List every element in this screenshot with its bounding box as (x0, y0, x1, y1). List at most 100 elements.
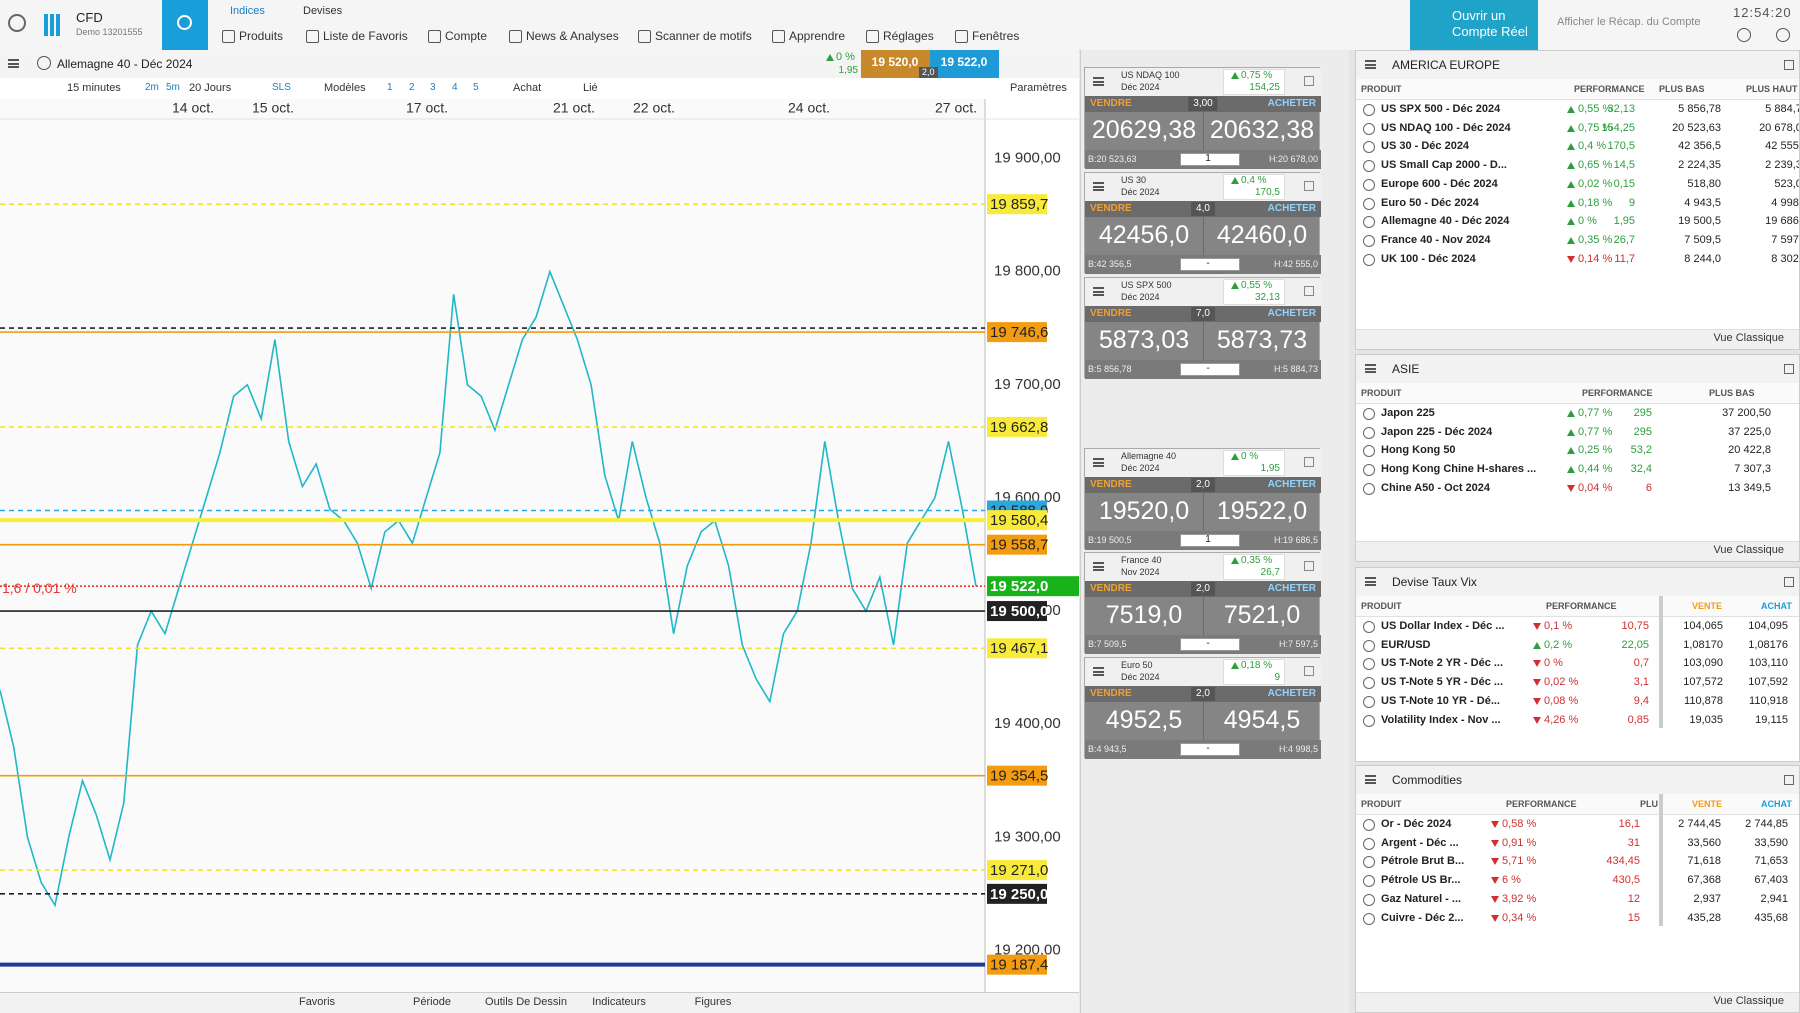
product-name[interactable]: EUR/USD (1381, 638, 1431, 651)
panel-footer-label[interactable]: Vue Classique (1713, 332, 1784, 344)
menu-icon[interactable] (1093, 287, 1104, 296)
quote-close[interactable] (1304, 286, 1314, 296)
info-icon[interactable] (1363, 658, 1375, 671)
chart-instrument[interactable]: Allemagne 40 - Déc 2024 (57, 57, 193, 71)
bottom-toolbar-item[interactable]: Période (413, 996, 451, 1008)
quantity-box[interactable]: 1 (1180, 534, 1240, 547)
tab[interactable]: Devises (303, 5, 343, 17)
panel-close[interactable] (1784, 775, 1794, 785)
quote-close[interactable] (1304, 561, 1314, 571)
open-account-button[interactable]: Ouvrir un Compte Réel (1410, 0, 1538, 50)
info-icon[interactable] (1363, 122, 1375, 135)
product-name[interactable]: Pétrole Brut B... (1381, 855, 1465, 868)
column-header[interactable]: PRODUIT (1361, 388, 1402, 398)
quote-buy[interactable]: 20632,38 (1209, 116, 1315, 144)
chart-toolbar-item[interactable]: 3 (430, 82, 436, 93)
product-name[interactable]: US T-Note 10 YR - Dé... (1381, 694, 1500, 707)
quote-buy[interactable]: 42460,0 (1216, 221, 1308, 249)
chart-toolbar-item[interactable]: Achat (513, 82, 542, 94)
column-header[interactable]: PRODUIT (1361, 84, 1402, 94)
info-icon[interactable] (1737, 28, 1751, 42)
panel-title[interactable]: AMERICA EUROPE (1392, 58, 1501, 72)
product-name[interactable]: Europe 600 - Déc 2024 (1381, 177, 1498, 190)
menu-icon[interactable] (1365, 577, 1376, 586)
info-icon[interactable] (1363, 253, 1375, 266)
menu-icon[interactable] (1093, 458, 1104, 467)
quantity-box[interactable]: 1 (1180, 153, 1240, 166)
info-icon[interactable] (1363, 893, 1375, 906)
add-tab[interactable] (371, 2, 381, 12)
quote-sell[interactable]: 5873,03 (1098, 326, 1190, 354)
menu-icon[interactable] (8, 59, 19, 68)
chart-toolbar-item[interactable]: 5 (473, 82, 479, 93)
info-icon[interactable] (1363, 482, 1375, 495)
quote-close[interactable] (1304, 457, 1314, 467)
column-header[interactable]: PERFORMANCE (1506, 799, 1577, 809)
chart-toolbar-item[interactable]: 20 Jours (189, 82, 232, 94)
power-icon[interactable] (1776, 28, 1790, 42)
menu-item[interactable]: Fenêtres (972, 29, 1020, 43)
product-name[interactable]: Hong Kong Chine H-shares ... (1381, 463, 1537, 476)
info-icon[interactable] (1363, 912, 1375, 925)
product-name[interactable]: US 30 - Déc 2024 (1381, 140, 1470, 153)
product-name[interactable]: Pétrole US Br... (1381, 874, 1461, 887)
column-header[interactable]: PLU (1640, 799, 1658, 809)
info-icon[interactable] (1363, 677, 1375, 690)
quantity-box[interactable]: - (1180, 363, 1240, 376)
info-icon[interactable] (1363, 178, 1375, 191)
quantity-box[interactable]: - (1180, 743, 1240, 756)
chart-toolbar-item[interactable]: Modèles (324, 82, 366, 94)
info-icon[interactable] (1363, 216, 1375, 229)
info-icon[interactable] (1363, 197, 1375, 210)
info-icon[interactable] (1363, 234, 1375, 247)
account-summary[interactable]: Afficher le Récap. du Compte (1557, 16, 1701, 28)
info-icon[interactable] (1363, 426, 1375, 439)
product-name[interactable]: Chine A50 - Oct 2024 (1381, 481, 1491, 494)
product-name[interactable]: Japon 225 - Déc 2024 (1381, 425, 1493, 438)
product-name[interactable]: US Dollar Index - Déc ... (1381, 620, 1505, 632)
quote-close[interactable] (1304, 666, 1314, 676)
panel-title[interactable]: Devise Taux Vix (1392, 575, 1477, 589)
chart-toolbar-item[interactable]: 1 (387, 82, 393, 93)
column-header[interactable]: VENTE (1692, 601, 1723, 611)
product-name[interactable]: Gaz Naturel - ... (1381, 892, 1462, 905)
chart-toolbar-item[interactable]: SLS (272, 82, 291, 93)
product-name[interactable]: US T-Note 5 YR - Déc ... (1381, 676, 1504, 689)
quantity-box[interactable]: - (1180, 638, 1240, 651)
menu-item[interactable]: Réglages (883, 29, 934, 43)
info-icon[interactable] (1363, 695, 1375, 708)
bottom-toolbar-item[interactable]: Outils De Dessin (485, 996, 567, 1008)
product-name[interactable]: UK 100 - Déc 2024 (1381, 252, 1476, 265)
panel-close[interactable] (1784, 60, 1794, 70)
menu-icon[interactable] (1093, 77, 1104, 86)
quote-sell[interactable]: 19520,0 (1098, 497, 1190, 525)
chart-toolbar-item[interactable]: 15 minutes (67, 82, 121, 94)
info-icon[interactable] (1363, 464, 1375, 477)
column-header[interactable]: PRODUIT (1361, 601, 1402, 611)
panel-close[interactable] (1784, 364, 1794, 374)
menu-item[interactable]: Compte (445, 29, 488, 43)
menu-item[interactable]: Produits (239, 29, 284, 43)
search-button[interactable] (162, 0, 208, 50)
chart-buy-button[interactable]: 19 522,0 (930, 50, 999, 78)
column-header[interactable]: PLUS HAUT (1746, 84, 1798, 94)
menu-icon[interactable] (1365, 60, 1376, 69)
product-name[interactable]: US NDAQ 100 - Déc 2024 (1381, 121, 1511, 134)
panel-title[interactable]: Commodities (1392, 773, 1463, 787)
info-icon[interactable] (1363, 875, 1375, 888)
column-header[interactable]: PRODUIT (1361, 799, 1402, 809)
column-header[interactable]: PERFORMANCE (1582, 388, 1653, 398)
chart-toolbar-item[interactable]: 4 (452, 82, 458, 93)
user-icon[interactable] (8, 14, 26, 32)
info-icon[interactable] (1363, 104, 1375, 116)
bottom-toolbar-item[interactable]: Figures (694, 996, 732, 1008)
menu-item[interactable]: News & Analyses (526, 29, 619, 43)
product-name[interactable]: US SPX 500 - Déc 2024 (1381, 103, 1501, 115)
info-icon[interactable] (1363, 160, 1375, 173)
chart-toolbar-item[interactable]: 2 (409, 82, 415, 93)
column-header[interactable]: PLUS BAS (1709, 388, 1755, 398)
bottom-toolbar-item[interactable]: Indicateurs (592, 996, 646, 1008)
quote-buy[interactable]: 5873,73 (1216, 326, 1308, 354)
column-header[interactable]: PLUS BAS (1659, 84, 1705, 94)
quantity-box[interactable]: - (1180, 258, 1240, 271)
